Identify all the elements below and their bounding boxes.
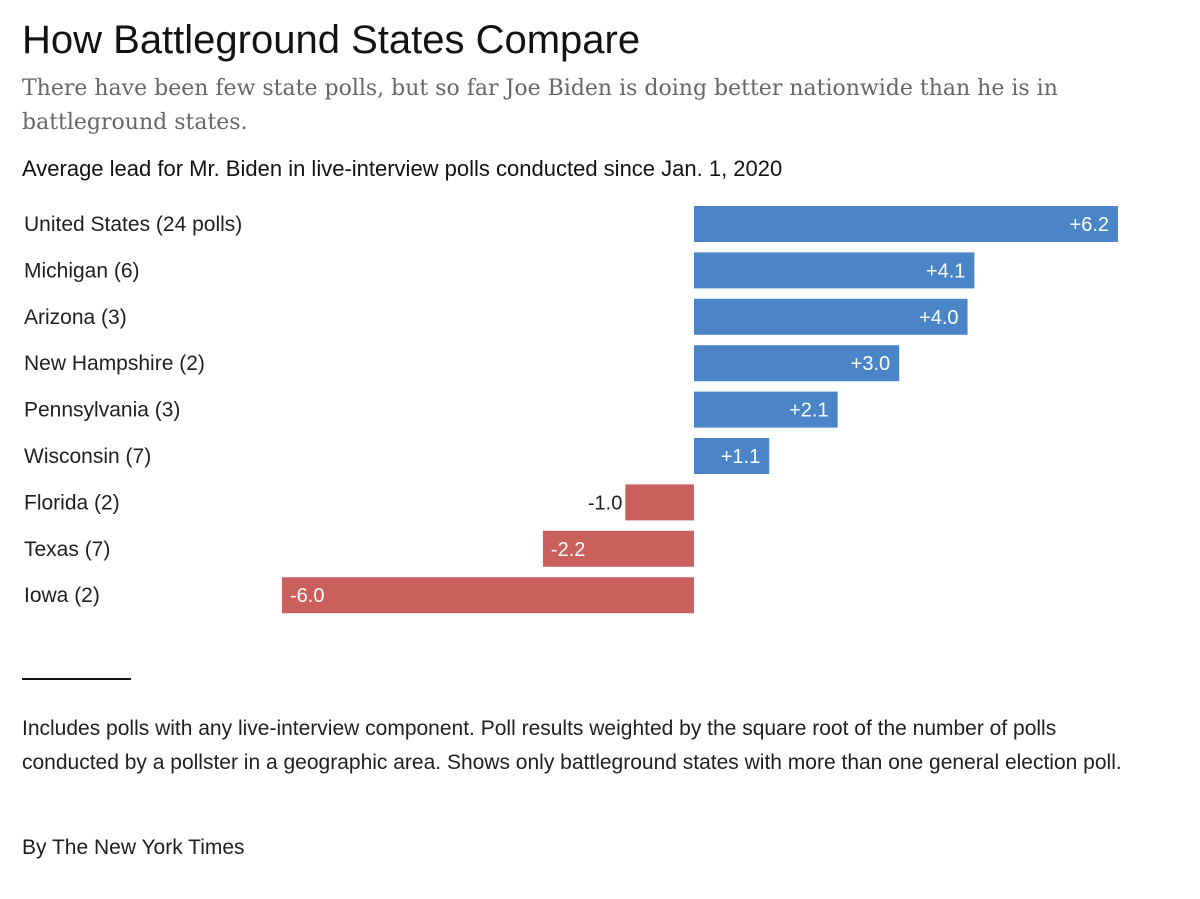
value-label: -2.2 [551, 539, 585, 561]
row-label: Florida (2) [24, 491, 120, 514]
row-label: Wisconsin (7) [24, 445, 151, 468]
value-label: +1.1 [721, 446, 760, 468]
row-label: United States (24 polls) [24, 213, 242, 236]
chart-title: Average lead for Mr. Biden in live-inter… [22, 156, 783, 181]
value-label: +3.0 [851, 353, 890, 375]
bar [625, 484, 694, 521]
bar [694, 438, 770, 474]
value-label: +6.2 [1070, 214, 1109, 236]
bar [694, 206, 1118, 242]
value-label: +4.1 [926, 260, 965, 282]
row-label: Iowa (2) [24, 584, 100, 607]
value-label: +4.0 [919, 307, 958, 329]
row-label: Pennsylvania (3) [24, 399, 180, 422]
bar [694, 345, 900, 382]
bar [694, 391, 838, 428]
page-subtitle: There have been few state polls, but so … [22, 76, 1058, 135]
bar [694, 252, 975, 289]
footer-rule [22, 678, 131, 680]
row-label: Arizona (3) [24, 306, 127, 329]
value-label: +2.1 [789, 400, 828, 422]
row-label: Texas (7) [24, 538, 110, 561]
row-label: Michigan (6) [24, 259, 140, 282]
bar [694, 298, 968, 335]
value-label: -1.0 [588, 492, 622, 514]
footnote: Includes polls with any live-interview c… [22, 717, 1122, 774]
bar [542, 530, 694, 567]
row-label: New Hampshire (2) [24, 352, 205, 375]
bar-chart: United States (24 polls) +6.2 Michigan (6)… [24, 206, 1118, 614]
bar [282, 577, 694, 614]
page-title: How Battleground States Compare [22, 18, 641, 62]
value-label: -6.0 [290, 585, 324, 607]
credit-line: By The New York Times [22, 836, 245, 859]
